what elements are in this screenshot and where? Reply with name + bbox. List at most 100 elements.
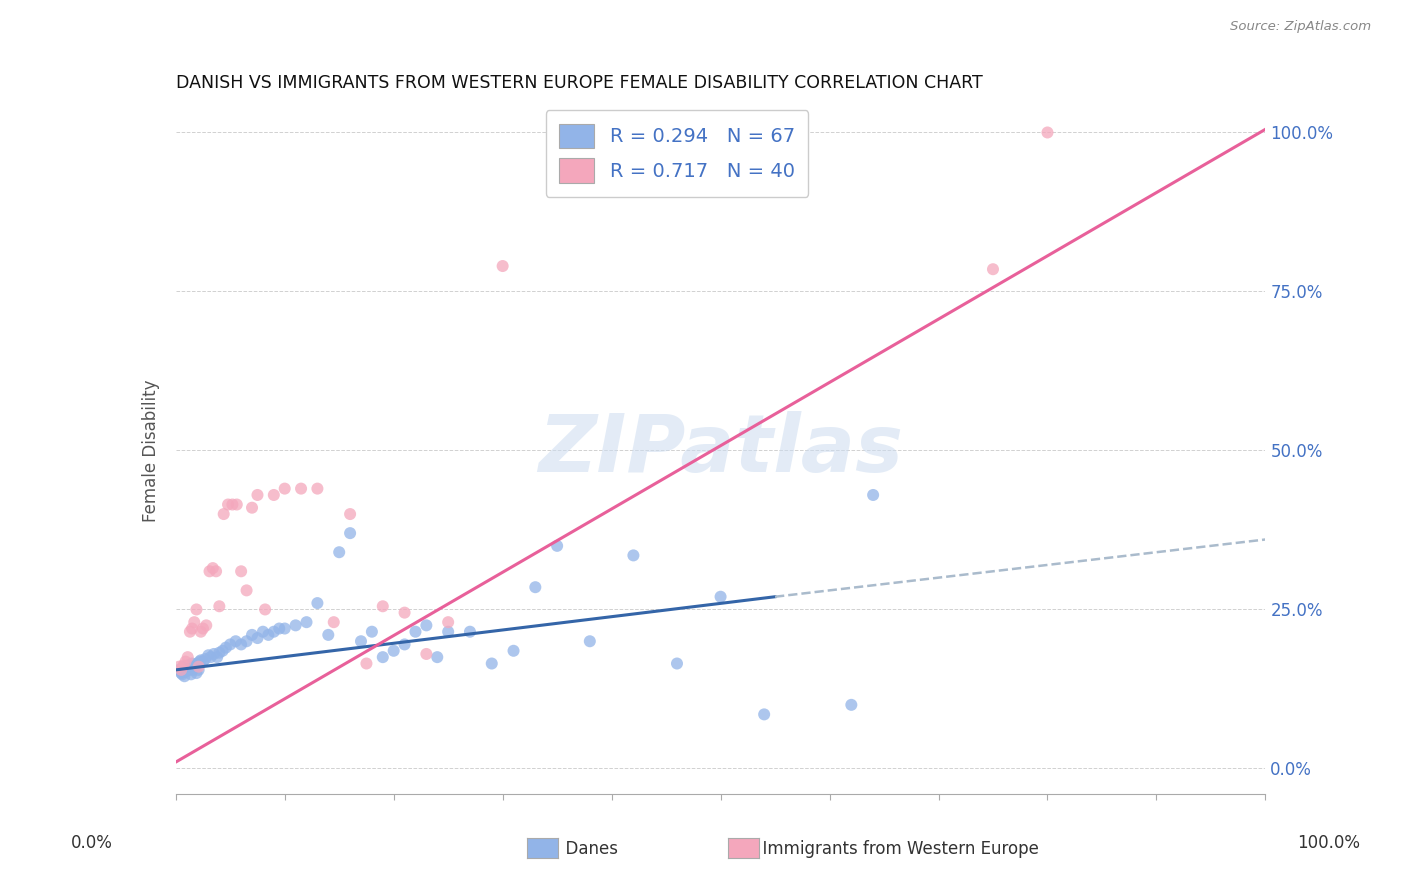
Point xyxy=(191,622,214,636)
Text: 100.0%: 100.0% xyxy=(1298,834,1360,852)
Text: Danes: Danes xyxy=(555,840,619,858)
Point xyxy=(481,657,503,671)
Point xyxy=(174,665,197,679)
Point xyxy=(235,634,257,648)
Point xyxy=(492,259,515,273)
Point xyxy=(176,661,198,675)
Point xyxy=(524,580,547,594)
Y-axis label: Female Disability: Female Disability xyxy=(142,379,160,522)
Point xyxy=(371,650,394,665)
Point xyxy=(170,666,193,681)
Point xyxy=(181,663,204,677)
Point xyxy=(437,624,460,639)
Point xyxy=(394,637,416,651)
Point xyxy=(177,658,200,673)
Point xyxy=(254,602,277,616)
Point xyxy=(212,507,235,521)
Point xyxy=(167,663,190,677)
Point xyxy=(405,624,427,639)
Point xyxy=(219,637,242,651)
Point xyxy=(231,564,253,578)
Point xyxy=(186,666,208,681)
Point xyxy=(295,615,318,630)
Point xyxy=(187,663,209,677)
Point xyxy=(217,498,239,512)
Point xyxy=(426,650,449,665)
Point xyxy=(174,655,197,669)
Point xyxy=(274,622,297,636)
Point xyxy=(172,659,194,673)
Point xyxy=(754,707,776,722)
Point xyxy=(187,659,209,673)
Point xyxy=(201,561,224,575)
Point xyxy=(208,646,231,660)
Point xyxy=(179,624,201,639)
Point xyxy=(179,659,201,673)
Point xyxy=(194,652,217,666)
Point xyxy=(263,624,285,639)
Point xyxy=(183,661,205,675)
Point xyxy=(350,634,373,648)
Point xyxy=(263,488,285,502)
Point xyxy=(356,657,378,671)
Point xyxy=(177,650,200,665)
Point xyxy=(208,599,231,614)
Point xyxy=(862,488,884,502)
Point xyxy=(186,657,209,671)
Point xyxy=(981,262,1004,277)
Point xyxy=(225,498,247,512)
Point xyxy=(167,659,190,673)
Point xyxy=(621,549,644,563)
Point xyxy=(579,634,602,648)
Point xyxy=(415,618,437,632)
Point xyxy=(183,615,205,630)
Point xyxy=(371,599,394,614)
Point xyxy=(197,648,219,663)
Point xyxy=(246,631,269,645)
Point xyxy=(339,526,361,541)
Point xyxy=(200,650,222,665)
Text: 0.0%: 0.0% xyxy=(70,834,112,852)
Point xyxy=(666,657,689,671)
Point xyxy=(307,596,329,610)
Point xyxy=(191,655,214,669)
Point xyxy=(186,602,208,616)
Point xyxy=(307,482,329,496)
Point xyxy=(710,590,733,604)
Point xyxy=(188,655,211,669)
Point xyxy=(173,669,195,683)
Point xyxy=(177,663,200,677)
Point xyxy=(180,667,202,681)
Point xyxy=(172,667,194,681)
Point xyxy=(190,653,212,667)
Point xyxy=(181,622,204,636)
Point xyxy=(195,618,218,632)
Point xyxy=(290,482,312,496)
Point xyxy=(284,618,307,632)
Point xyxy=(246,488,269,502)
Point xyxy=(172,658,194,673)
Point xyxy=(394,606,416,620)
Point xyxy=(240,500,263,515)
Point xyxy=(240,628,263,642)
Text: DANISH VS IMMIGRANTS FROM WESTERN EUROPE FEMALE DISABILITY CORRELATION CHART: DANISH VS IMMIGRANTS FROM WESTERN EUROPE… xyxy=(176,74,983,92)
Point xyxy=(221,498,243,512)
Text: ZIPatlas: ZIPatlas xyxy=(538,411,903,490)
Text: Source: ZipAtlas.com: Source: ZipAtlas.com xyxy=(1230,20,1371,33)
Point xyxy=(502,644,524,658)
Point xyxy=(841,698,863,712)
Legend: R = 0.294   N = 67, R = 0.717   N = 40: R = 0.294 N = 67, R = 0.717 N = 40 xyxy=(546,110,808,197)
Point xyxy=(170,663,193,677)
Point xyxy=(339,507,361,521)
Point xyxy=(205,650,228,665)
Point xyxy=(252,624,274,639)
Point xyxy=(225,634,247,648)
Point xyxy=(322,615,344,630)
Point xyxy=(184,658,207,673)
Point xyxy=(205,564,228,578)
Point xyxy=(231,637,253,651)
Point xyxy=(215,640,238,655)
Point xyxy=(437,615,460,630)
Point xyxy=(328,545,350,559)
Point xyxy=(235,583,257,598)
